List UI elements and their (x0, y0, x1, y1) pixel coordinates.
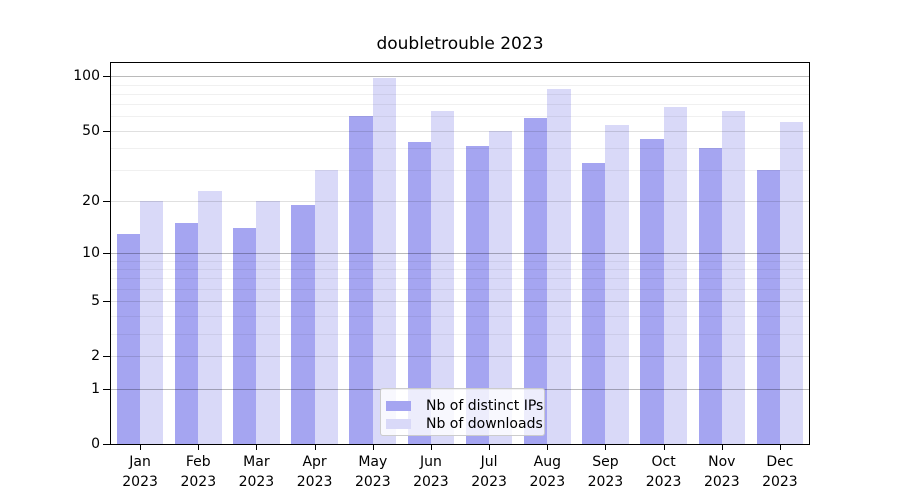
bar-nov-nb-of-distinct-ips (698, 148, 722, 444)
bar-aug-nb-of-downloads (547, 89, 571, 444)
y-tick-label-100: 100 (73, 68, 100, 85)
bar-apr-nb-of-downloads (314, 170, 338, 444)
bar-may-nb-of-distinct-ips (349, 116, 373, 444)
gridline-y-9 (111, 260, 809, 262)
bar-jan-nb-of-distinct-ips (116, 233, 141, 444)
y-tick-label-50: 50 (82, 122, 100, 139)
bar-mar-nb-of-downloads (256, 201, 280, 444)
gridline-y-30 (111, 170, 809, 172)
y-tick-label-1: 1 (91, 380, 100, 397)
bar-jan-nb-of-downloads (140, 201, 164, 444)
legend-label-downloads: Nb of downloads (426, 416, 543, 432)
x-tick-jul (489, 445, 491, 450)
y-tick-label-0: 0 (91, 436, 100, 452)
y-tick-100 (103, 76, 110, 78)
bar-dec-nb-of-downloads (779, 121, 804, 444)
bar-sep-nb-of-distinct-ips (582, 163, 606, 444)
y-tick-1 (103, 388, 110, 390)
gridline-y-60 (111, 116, 809, 118)
y-tick-label-5: 5 (91, 293, 100, 310)
bar-jul-nb-of-downloads (489, 130, 513, 444)
x-tick-apr (314, 445, 316, 450)
plot-area (110, 62, 810, 445)
gridline-y-3 (111, 333, 809, 335)
x-tick-label-jul: Jul 2023 (471, 454, 507, 490)
x-tick-mar (256, 445, 258, 450)
gridline-y-90 (111, 84, 809, 86)
gridline-y-100 (111, 76, 809, 78)
bar-jul-nb-of-distinct-ips (465, 146, 490, 444)
y-tick-5 (103, 301, 110, 303)
x-tick-nov (721, 445, 723, 450)
y-tick-label-2: 2 (91, 348, 100, 365)
y-tick-50 (103, 130, 110, 132)
y-tick-label-10: 10 (82, 244, 100, 261)
gridline-y-4 (111, 315, 809, 317)
gridline-y-6 (111, 288, 809, 290)
chart-title: doubletrouble 2023 (376, 34, 544, 54)
y-tick-20 (103, 201, 110, 203)
x-tick-jan (140, 445, 142, 450)
gridline-y-80 (111, 93, 809, 95)
x-tick-may (372, 445, 374, 450)
gridline-y-70 (111, 104, 809, 106)
y-tick-label-20: 20 (82, 193, 100, 210)
x-tick-oct (663, 445, 665, 450)
bar-sep-nb-of-downloads (605, 124, 629, 444)
x-tick-feb (198, 445, 200, 450)
bar-oct-nb-of-downloads (663, 106, 687, 444)
bar-jun-nb-of-distinct-ips (407, 142, 431, 444)
bar-nov-nb-of-downloads (721, 111, 746, 444)
gridline-y-10 (111, 252, 809, 254)
bar-may-nb-of-downloads (372, 77, 397, 444)
x-tick-label-mar: Mar 2023 (238, 454, 275, 490)
bar-apr-nb-of-distinct-ips (291, 205, 315, 444)
x-tick-label-apr: Apr 2023 (296, 454, 333, 490)
bar-mar-nb-of-distinct-ips (233, 228, 257, 444)
x-tick-label-jan: Jan 2023 (122, 454, 158, 490)
x-tick-label-aug: Aug 2023 (529, 454, 566, 490)
x-tick-label-sep: Sep 2023 (587, 454, 624, 490)
x-tick-label-feb: Feb 2023 (180, 454, 217, 490)
y-tick-10 (103, 252, 110, 254)
legend: Nb of distinct IPs Nb of downloads (380, 388, 545, 436)
x-tick-jun (430, 445, 432, 450)
gridline-y-50 (111, 130, 809, 132)
x-tick-label-jun: Jun 2023 (413, 454, 449, 490)
x-tick-aug (547, 445, 549, 450)
gridline-y-7 (111, 278, 809, 280)
bar-oct-nb-of-distinct-ips (640, 138, 664, 444)
x-tick-label-nov: Nov 2023 (703, 454, 740, 490)
x-tick-label-may: May 2023 (354, 454, 391, 490)
x-tick-dec (779, 445, 781, 450)
legend-swatch-downloads (386, 419, 411, 429)
y-tick-0 (103, 444, 110, 445)
bar-feb-nb-of-downloads (198, 190, 222, 444)
bar-dec-nb-of-distinct-ips (756, 170, 780, 444)
gridline-y-20 (111, 201, 809, 203)
gridline-y-8 (111, 268, 809, 270)
gridline-y-2 (111, 356, 809, 358)
gridline-y-40 (111, 148, 809, 150)
legend-swatch-distinct-ips (386, 401, 411, 411)
bar-jun-nb-of-downloads (430, 111, 455, 444)
y-tick-2 (103, 356, 110, 358)
bar-feb-nb-of-distinct-ips (175, 223, 199, 444)
legend-label-distinct-ips: Nb of distinct IPs (426, 398, 544, 414)
x-tick-sep (605, 445, 607, 450)
x-tick-label-dec: Dec 2023 (762, 454, 798, 490)
x-tick-label-oct: Oct 2023 (645, 454, 682, 490)
bar-aug-nb-of-distinct-ips (523, 117, 548, 444)
gridline-y-5 (111, 301, 809, 303)
